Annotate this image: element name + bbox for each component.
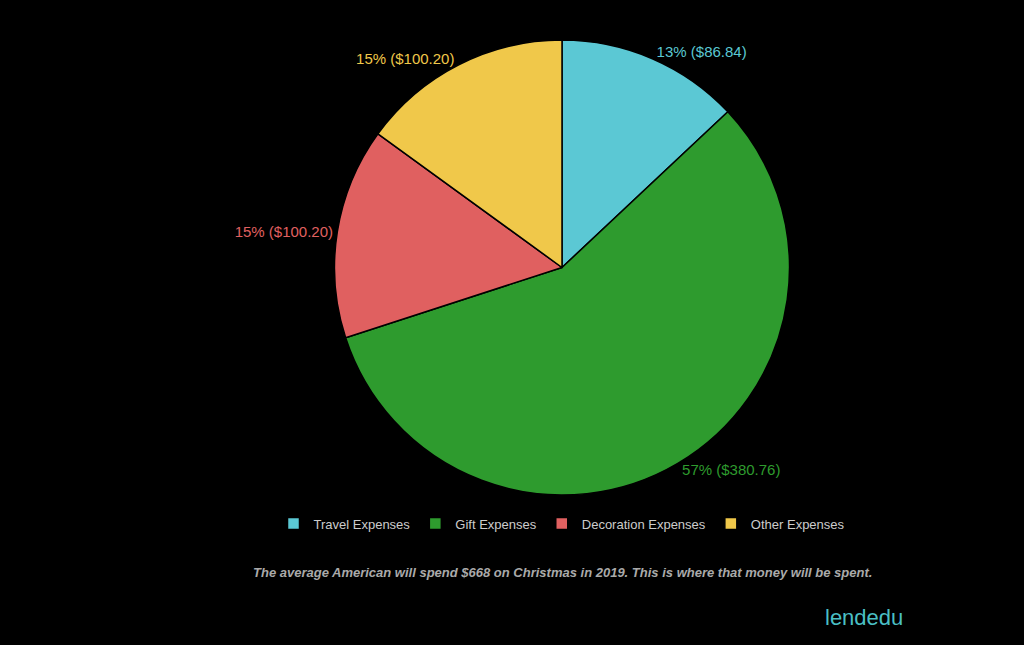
svg-text:13% ($86.84): 13% ($86.84)	[657, 43, 747, 60]
svg-text:15% ($100.20): 15% ($100.20)	[235, 223, 333, 240]
svg-text:Travel Expenses: Travel Expenses	[314, 517, 411, 532]
svg-text:Gift Expenses: Gift Expenses	[455, 517, 536, 532]
svg-text:The average American will spen: The average American will spend $668 on …	[253, 565, 872, 580]
svg-text:lendedu: lendedu	[825, 605, 903, 630]
svg-text:15% ($100.20): 15% ($100.20)	[356, 50, 454, 67]
svg-text:Decoration Expenses: Decoration Expenses	[582, 517, 706, 532]
svg-text:Other Expenses: Other Expenses	[751, 517, 845, 532]
svg-text:57% ($380.76): 57% ($380.76)	[682, 461, 780, 478]
